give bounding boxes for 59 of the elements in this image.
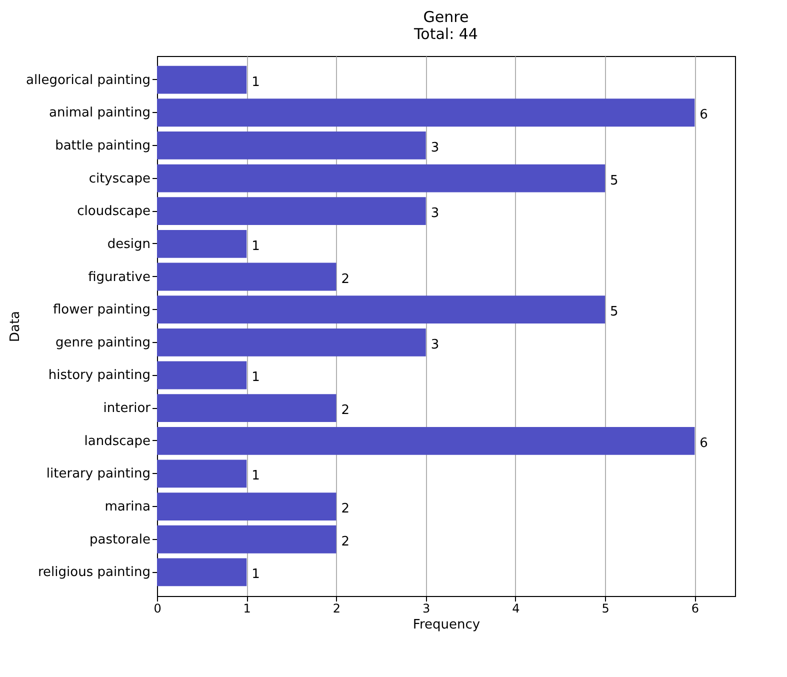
x-tick-label: 4 [512, 602, 520, 616]
x-axis-title: Frequency [412, 618, 480, 632]
bar [157, 361, 247, 390]
data-label: 1 [252, 74, 260, 90]
data-label: 1 [252, 468, 260, 484]
data-label: 3 [430, 140, 440, 156]
y-tick-label: design [107, 236, 150, 252]
y-tick-label: interior [103, 401, 152, 416]
y-tick-label: history painting [48, 368, 150, 384]
bar [157, 164, 606, 192]
data-label: 1 [252, 370, 260, 386]
y-tick-label: marina [104, 500, 150, 515]
y-tick-label: pastorale [90, 532, 150, 548]
chart-title: Genre [423, 8, 469, 26]
bar [157, 328, 426, 356]
data-label: 2 [341, 403, 350, 418]
data-label: 5 [610, 304, 618, 320]
bar [157, 426, 695, 455]
bar [157, 558, 247, 586]
x-tick-label: 2 [332, 602, 341, 616]
bar [157, 230, 247, 258]
y-tick-label: battle painting [55, 138, 150, 154]
x-tick-label: 1 [243, 602, 251, 616]
data-label: 1 [252, 567, 260, 582]
bar [157, 460, 247, 488]
data-label: 3 [430, 206, 440, 222]
y-tick-label: allegorical painting [26, 72, 150, 88]
bar [157, 262, 336, 291]
bar [157, 296, 606, 324]
data-label: 6 [700, 108, 708, 123]
y-tick-label: cloudscape [77, 204, 150, 220]
chart-subtitle: Total: 44 [413, 25, 478, 43]
y-axis-title: Data [8, 310, 24, 342]
y-tick-label: genre painting [56, 335, 150, 350]
y-tick-label: cityscape [88, 171, 150, 186]
bar [157, 525, 336, 554]
x-tick-label: 3 [422, 602, 430, 616]
data-label: 6 [700, 436, 708, 451]
data-label: 5 [610, 173, 618, 188]
bar [157, 394, 336, 422]
y-tick-label: religious painting [38, 565, 150, 580]
y-tick-label: literary painting [46, 466, 150, 482]
y-tick-label: animal painting [49, 106, 150, 121]
bar [157, 132, 426, 160]
data-label: 2 [341, 534, 350, 550]
x-tick-label: 0 [154, 602, 162, 616]
y-tick-label: landscape [84, 434, 150, 449]
data-label: 3 [430, 337, 440, 352]
data-label: 2 [341, 272, 350, 287]
bar [157, 492, 336, 520]
bar [157, 66, 247, 94]
x-tick-label: 5 [602, 602, 610, 616]
y-tick-label: flower painting [52, 302, 150, 318]
data-label: 1 [252, 238, 260, 254]
y-tick-label: figurative [88, 270, 150, 285]
bar [157, 197, 426, 226]
bar [157, 98, 695, 127]
data-label: 2 [341, 502, 350, 517]
x-tick-label: 6 [691, 602, 699, 616]
